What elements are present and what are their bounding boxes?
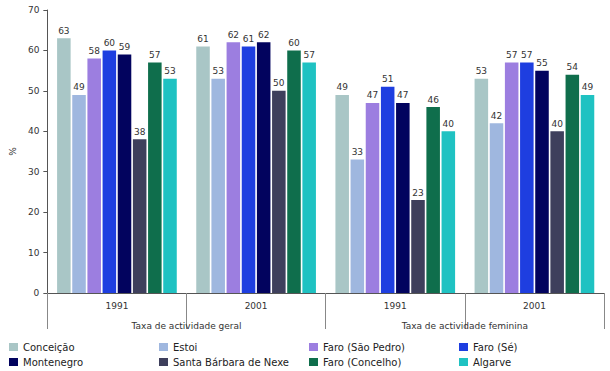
svg-text:Conceição: Conceição [23,342,75,353]
svg-text:51: 51 [382,74,393,84]
svg-text:38: 38 [134,127,146,137]
svg-text:Santa Bárbara de Nexe: Santa Bárbara de Nexe [173,357,289,368]
svg-text:Faro (Sé): Faro (Sé) [473,342,518,353]
svg-text:40: 40 [28,126,40,136]
svg-text:60: 60 [288,38,300,48]
svg-text:61: 61 [197,34,208,44]
svg-text:23: 23 [412,188,423,198]
svg-text:53: 53 [476,66,487,76]
svg-text:49: 49 [582,82,594,92]
svg-text:47: 47 [367,90,378,100]
svg-text:53: 53 [212,66,223,76]
svg-text:2001: 2001 [523,301,546,311]
svg-text:49: 49 [336,82,348,92]
svg-text:62: 62 [258,30,269,40]
svg-text:0: 0 [34,288,40,298]
svg-text:Algarve: Algarve [473,357,511,368]
svg-text:Faro (São Pedro): Faro (São Pedro) [323,342,405,353]
svg-text:40: 40 [551,119,563,129]
svg-text:40: 40 [443,119,455,129]
svg-text:%: % [8,147,18,156]
svg-text:10: 10 [28,248,40,258]
svg-text:63: 63 [58,26,69,36]
svg-text:1991: 1991 [384,301,407,311]
svg-text:1991: 1991 [105,301,128,311]
svg-text:2001: 2001 [245,301,268,311]
svg-text:42: 42 [491,111,502,121]
svg-text:Taxa de actividade geral: Taxa de actividade geral [131,321,242,331]
svg-text:30: 30 [28,167,40,177]
svg-text:57: 57 [149,50,160,60]
svg-text:57: 57 [506,50,517,60]
svg-text:47: 47 [397,90,408,100]
svg-text:70: 70 [28,5,40,15]
svg-text:57: 57 [521,50,532,60]
svg-text:50: 50 [273,78,285,88]
svg-text:Estoi: Estoi [173,342,197,353]
svg-text:46: 46 [427,95,439,105]
svg-text:Montenegro: Montenegro [23,357,83,368]
svg-text:57: 57 [303,50,314,60]
svg-text:54: 54 [567,62,579,72]
svg-text:53: 53 [164,66,175,76]
svg-text:62: 62 [228,30,239,40]
svg-text:Taxa de actividade feminina: Taxa de actividade feminina [401,321,528,331]
svg-text:20: 20 [28,207,40,217]
svg-text:60: 60 [28,45,40,55]
svg-text:60: 60 [104,38,116,48]
svg-text:Faro (Concelho): Faro (Concelho) [323,357,401,368]
svg-text:55: 55 [536,58,547,68]
svg-text:61: 61 [243,34,254,44]
svg-text:50: 50 [28,86,40,96]
svg-text:58: 58 [88,46,100,56]
svg-text:59: 59 [119,42,131,52]
svg-text:49: 49 [73,82,85,92]
svg-text:33: 33 [352,147,363,157]
